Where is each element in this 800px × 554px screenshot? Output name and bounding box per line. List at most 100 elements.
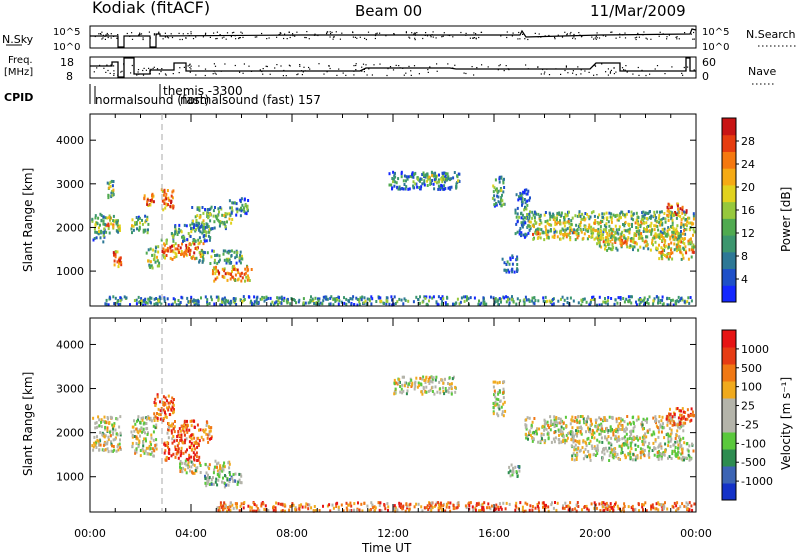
data-cell xyxy=(104,421,107,425)
data-cell xyxy=(233,267,236,271)
data-cell xyxy=(169,245,172,249)
data-cell xyxy=(558,211,561,215)
data-cell xyxy=(578,426,581,430)
data-cell xyxy=(136,437,139,441)
data-cell xyxy=(458,172,461,176)
data-cell xyxy=(216,469,219,473)
data-cell xyxy=(580,425,582,429)
data-cell xyxy=(164,396,167,400)
data-cell xyxy=(102,419,105,423)
data-cell xyxy=(620,419,622,423)
nsearch-dot xyxy=(414,37,416,39)
data-cell xyxy=(494,178,497,182)
data-cell xyxy=(608,211,611,215)
data-cell xyxy=(337,505,340,509)
nave-dot xyxy=(262,68,264,70)
data-cell xyxy=(648,455,651,459)
data-cell xyxy=(163,417,165,420)
data-cell xyxy=(108,295,111,299)
data-cell xyxy=(633,425,636,429)
data-cell xyxy=(238,256,241,260)
data-cell xyxy=(205,222,208,226)
data-cell xyxy=(235,261,238,265)
data-cell xyxy=(189,419,192,423)
data-cell xyxy=(117,260,120,264)
data-cell xyxy=(638,236,641,240)
data-cell xyxy=(518,195,520,199)
data-cell xyxy=(496,412,499,416)
data-cell xyxy=(335,505,338,508)
data-cell xyxy=(610,436,613,440)
data-cell xyxy=(637,226,639,230)
data-cell xyxy=(527,189,530,193)
data-cell xyxy=(422,387,425,390)
data-cell xyxy=(618,416,620,420)
data-cell xyxy=(612,456,615,460)
data-cell xyxy=(447,175,450,179)
data-cell xyxy=(673,501,676,505)
data-cell xyxy=(592,298,595,301)
nsearch-dot xyxy=(636,36,638,38)
nave-dot xyxy=(427,71,429,73)
data-cell xyxy=(337,295,340,299)
data-cell xyxy=(682,223,685,227)
data-cell xyxy=(556,211,559,215)
data-region xyxy=(524,415,686,445)
data-cell xyxy=(169,256,172,260)
data-cell xyxy=(194,469,197,472)
nsearch-dot xyxy=(645,37,647,39)
data-cell xyxy=(422,173,425,177)
data-cell xyxy=(627,210,630,214)
data-cell xyxy=(202,438,205,442)
data-cell xyxy=(500,176,503,180)
nave-dot xyxy=(130,72,132,74)
nsearch-dot xyxy=(692,38,694,40)
data-cell xyxy=(223,461,226,465)
data-cell xyxy=(643,454,646,458)
data-cell xyxy=(502,190,505,194)
data-cell xyxy=(556,213,559,217)
data-cell xyxy=(596,444,599,448)
data-region xyxy=(491,175,506,208)
data-cell xyxy=(277,502,280,506)
data-cell xyxy=(670,428,673,432)
nave-dot xyxy=(363,71,365,73)
nave-dot xyxy=(345,74,347,76)
data-cell xyxy=(152,416,155,420)
nsearch-dot xyxy=(416,32,418,34)
data-cell xyxy=(152,454,155,458)
nave-dot xyxy=(507,68,509,70)
data-cell xyxy=(587,450,590,453)
data-cell xyxy=(519,197,522,201)
nave-dot xyxy=(645,74,647,77)
data-cell xyxy=(692,222,695,226)
data-cell xyxy=(166,441,169,444)
nsearch-dot xyxy=(449,34,451,37)
data-cell xyxy=(578,421,581,425)
data-cell xyxy=(163,299,166,303)
data-cell xyxy=(169,401,172,405)
data-cell xyxy=(186,419,188,423)
data-cell xyxy=(131,441,134,445)
data-cell xyxy=(178,227,181,231)
data-cell xyxy=(587,426,590,430)
data-cell xyxy=(112,445,115,448)
nsearch-dot xyxy=(104,38,106,40)
data-cell xyxy=(217,260,220,264)
data-cell xyxy=(540,437,543,441)
nave-dot xyxy=(473,74,475,76)
data-cell xyxy=(550,223,553,227)
data-cell xyxy=(231,206,233,210)
data-cell xyxy=(490,504,493,508)
nsearch-dot xyxy=(164,32,166,34)
nsearch-dot xyxy=(254,36,256,38)
data-cell xyxy=(677,450,680,454)
data-cell xyxy=(688,501,691,505)
data-cell xyxy=(446,303,449,307)
data-cell xyxy=(148,444,151,448)
nave-dot xyxy=(105,71,107,73)
data-cell xyxy=(281,502,284,506)
data-cell xyxy=(239,272,242,276)
data-cell xyxy=(192,241,195,245)
data-cell xyxy=(102,234,105,238)
